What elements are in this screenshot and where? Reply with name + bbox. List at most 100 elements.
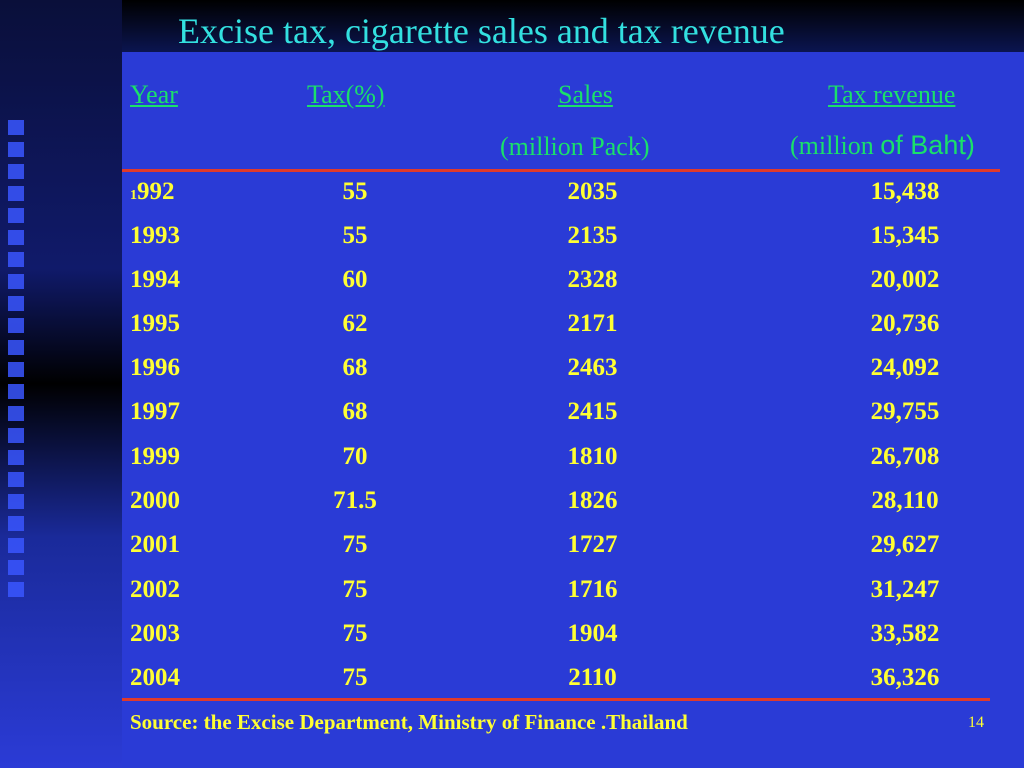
title-band — [122, 0, 1024, 52]
table-row: 1999 70 1810 26,708 — [0, 443, 1024, 483]
cell-sales: 2328 — [567, 266, 618, 293]
cell-revenue: 20,736 — [870, 310, 940, 337]
cell-year: 1992 — [130, 178, 175, 206]
cell-tax: 70 — [342, 443, 368, 470]
cell-sales: 1727 — [567, 531, 618, 558]
table-row: 2004 75 2110 36,326 — [0, 664, 1024, 704]
cell-year: 1996 — [130, 354, 180, 381]
header-revenue-unit: (million of Baht) — [790, 130, 975, 161]
cell-year: 2004 — [130, 664, 180, 691]
cell-revenue: 24,092 — [870, 354, 940, 381]
square-decoration — [8, 186, 24, 201]
cell-year: 2003 — [130, 620, 180, 647]
cell-sales: 1810 — [567, 443, 618, 470]
square-decoration — [8, 384, 24, 399]
cell-tax: 55 — [342, 222, 368, 249]
header-tax: Tax(%) — [307, 80, 385, 109]
cell-sales: 2415 — [567, 398, 618, 425]
square-decoration — [8, 516, 24, 531]
cell-sales: 2135 — [567, 222, 618, 249]
header-sales: Sales — [558, 80, 613, 109]
header-revenue-unit-part2: of Baht) — [880, 130, 975, 160]
square-decoration — [8, 120, 24, 135]
decorative-square-pattern — [8, 120, 28, 680]
table-row: 2000 71.5 1826 28,110 — [0, 487, 1024, 527]
square-decoration — [8, 142, 24, 157]
page-number: 14 — [968, 714, 984, 731]
square-decoration — [8, 428, 24, 443]
cell-tax: 68 — [342, 398, 368, 425]
cell-sales: 1716 — [567, 576, 618, 603]
square-decoration — [8, 318, 24, 333]
cell-year: 1999 — [130, 443, 180, 470]
square-decoration — [8, 582, 24, 597]
table-row: 2003 75 1904 33,582 — [0, 620, 1024, 660]
cell-revenue: 31,247 — [870, 576, 940, 603]
cell-sales: 1826 — [567, 487, 618, 514]
cell-year: 1993 — [130, 222, 180, 249]
table-row: 1992 55 2035 15,438 — [0, 178, 1024, 218]
square-decoration — [8, 274, 24, 289]
cell-tax: 68 — [342, 354, 368, 381]
cell-revenue: 28,110 — [871, 487, 939, 514]
square-decoration — [8, 296, 24, 311]
table-row: 1994 60 2328 20,002 — [0, 266, 1024, 306]
table-row: 1995 62 2171 20,736 — [0, 310, 1024, 350]
header-revenue-unit-part1: (million — [790, 131, 881, 160]
cell-revenue: 26,708 — [870, 443, 940, 470]
square-decoration — [8, 406, 24, 421]
cell-revenue: 33,582 — [870, 620, 940, 647]
cell-year: 2001 — [130, 531, 180, 558]
cell-tax: 55 — [342, 178, 368, 205]
header-sales-unit: (million Pack) — [500, 132, 650, 161]
table-row: 1996 68 2463 24,092 — [0, 354, 1024, 394]
cell-revenue: 29,627 — [870, 531, 940, 558]
square-decoration — [8, 252, 24, 267]
square-decoration — [8, 450, 24, 465]
cell-sales: 1904 — [567, 620, 618, 647]
cell-revenue: 20,002 — [870, 266, 940, 293]
cell-sales: 2035 — [567, 178, 618, 205]
cell-tax: 71.5 — [333, 487, 377, 514]
cell-revenue: 15,345 — [870, 222, 940, 249]
cell-tax: 75 — [342, 664, 368, 691]
cell-year: 2000 — [130, 487, 180, 514]
cell-year: 1994 — [130, 266, 180, 293]
table-row: 2002 75 1716 31,247 — [0, 576, 1024, 616]
header-rule — [122, 169, 1000, 172]
decorative-left-strip — [0, 0, 122, 768]
square-decoration — [8, 340, 24, 355]
square-decoration — [8, 230, 24, 245]
cell-year-prefix: 1 — [130, 188, 137, 203]
cell-year: 2002 — [130, 576, 180, 603]
source-note: Source: the Excise Department, Ministry … — [130, 710, 688, 734]
slide-title: Excise tax, cigarette sales and tax reve… — [178, 11, 785, 51]
cell-year: 1995 — [130, 310, 180, 337]
square-decoration — [8, 538, 24, 553]
cell-sales: 2110 — [568, 664, 617, 691]
cell-sales: 2463 — [567, 354, 618, 381]
cell-tax: 60 — [342, 266, 368, 293]
footer-rule — [122, 698, 990, 701]
square-decoration — [8, 472, 24, 487]
table-row: 2001 75 1727 29,627 — [0, 531, 1024, 571]
cell-tax: 75 — [342, 576, 368, 603]
header-year: Year — [130, 80, 178, 109]
square-decoration — [8, 362, 24, 377]
cell-revenue: 29,755 — [870, 398, 940, 425]
square-decoration — [8, 494, 24, 509]
cell-sales: 2171 — [567, 310, 618, 337]
cell-revenue: 15,438 — [870, 178, 940, 205]
square-decoration — [8, 560, 24, 575]
cell-tax: 75 — [342, 531, 368, 558]
cell-year: 1997 — [130, 398, 180, 425]
square-decoration — [8, 164, 24, 179]
cell-tax: 62 — [342, 310, 368, 337]
square-decoration — [8, 208, 24, 223]
cell-revenue: 36,326 — [870, 664, 940, 691]
cell-tax: 75 — [342, 620, 368, 647]
table-row: 1993 55 2135 15,345 — [0, 222, 1024, 262]
header-tax-revenue: Tax revenue — [828, 80, 956, 109]
table-row: 1997 68 2415 29,755 — [0, 398, 1024, 438]
cell-year-main: 992 — [137, 178, 175, 205]
